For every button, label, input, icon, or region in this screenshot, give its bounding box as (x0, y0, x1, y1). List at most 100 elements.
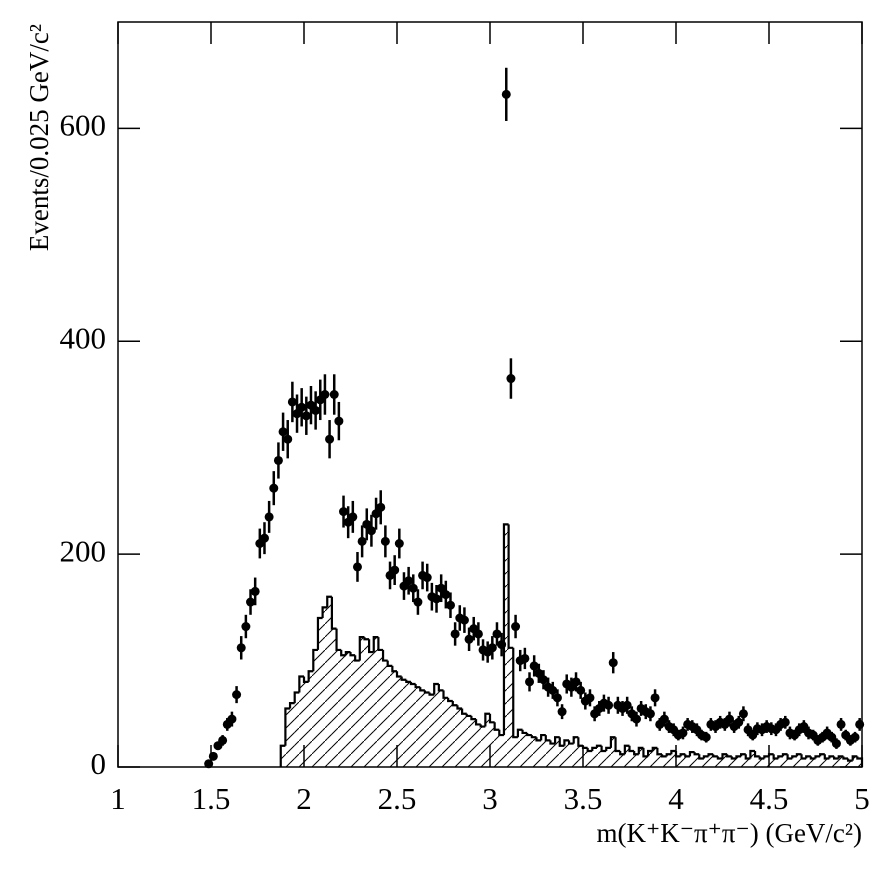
y-tick-label: 200 (60, 533, 107, 568)
histogram-bin-edge (461, 708, 467, 715)
histogram-bin-fill (703, 756, 709, 767)
histogram-bin-fill (541, 735, 546, 767)
histogram-bin-edge (381, 649, 388, 662)
histogram-bin-fill (373, 637, 379, 767)
data-point (292, 409, 302, 419)
histogram-bin-fill (508, 647, 514, 767)
histogram-bin-fill (476, 724, 481, 767)
data-point (422, 573, 432, 583)
data-point (552, 693, 562, 703)
histogram-bin-edge (493, 722, 500, 731)
data-point (645, 709, 655, 719)
histogram-bin-fill (527, 735, 532, 767)
histogram-bin-fill (782, 754, 788, 767)
histogram-bin-fill (522, 732, 528, 767)
histogram-bin-fill (699, 758, 704, 767)
histogram-bin-edge (484, 712, 490, 727)
data-point (320, 390, 330, 399)
histogram-bin-fill (792, 756, 797, 767)
data-point (604, 700, 614, 710)
histogram-bin-fill (406, 681, 411, 767)
data-point (352, 562, 362, 572)
histogram-bin-edge (544, 735, 551, 742)
data-point (473, 629, 483, 639)
histogram-bin-fill (452, 705, 458, 767)
histogram-bin-edge (386, 660, 393, 667)
histogram-bin-edge (814, 755, 821, 759)
data-point (380, 536, 390, 546)
histogram-bin-fill (620, 754, 625, 767)
data-point (413, 597, 423, 607)
data-point (273, 455, 283, 465)
histogram-bin-fill (764, 756, 769, 767)
histogram-bin-fill (769, 754, 774, 767)
histogram-bin-fill (676, 756, 681, 767)
data-point (441, 590, 451, 600)
histogram-bin-fill (438, 690, 444, 767)
histogram-bin-edge (349, 652, 356, 657)
histogram-bin-fill (592, 747, 597, 767)
data-point (827, 732, 837, 742)
data-point (529, 661, 539, 671)
axes-layer: 1 1.5 2 2.5 3 3.5 4 4.5 5 0 200 400 600 (60, 22, 870, 816)
histogram-bin-edge (819, 753, 825, 757)
data-point (534, 668, 544, 678)
histogram-bin-edge (619, 751, 625, 756)
histogram-bin-fill (657, 754, 663, 767)
data-point (297, 402, 307, 412)
histogram-bin-fill (462, 713, 467, 767)
histogram-bin-edge (368, 639, 374, 654)
histogram-bin-edge (595, 744, 602, 748)
data-point (650, 693, 660, 703)
data-point (278, 427, 288, 437)
histogram-bin-edge (465, 713, 472, 718)
histogram-bin-edge (316, 616, 323, 650)
histogram-bin-edge (791, 755, 797, 759)
data-point (487, 643, 497, 653)
histogram-bin-fill (694, 754, 700, 767)
histogram-bin-edge (637, 746, 644, 755)
histogram-bin-edge (828, 755, 835, 759)
data-point (394, 539, 404, 548)
data-point (259, 533, 269, 543)
histogram-bin-fill (448, 701, 453, 767)
histogram-bin-fill (555, 737, 560, 767)
histogram-bin-fill (778, 756, 783, 767)
data-point (445, 600, 455, 610)
data-point (659, 714, 669, 724)
histogram-bin-edge (330, 596, 337, 630)
histogram-bin-fill (671, 751, 676, 767)
data-point (227, 714, 237, 724)
histogram-bin-edge (572, 736, 579, 744)
histogram-bin-edge (279, 744, 286, 767)
histogram-bin-fill (717, 758, 723, 767)
histogram-bin-edge (363, 637, 370, 641)
histogram-bin-fill (564, 740, 570, 767)
x-tick-label: 5 (854, 781, 870, 816)
histogram-bin-edge (772, 754, 779, 760)
histogram-bin-edge (651, 746, 658, 752)
histogram-bin-fill (806, 756, 811, 767)
data-point (622, 700, 632, 710)
data-point (264, 512, 274, 522)
histogram-bin-edge (744, 754, 751, 760)
y-tick-label: 0 (91, 746, 107, 781)
histogram-bin-fill (755, 756, 760, 767)
data-point (571, 677, 581, 687)
data-point (450, 629, 460, 639)
histogram-bin-edge (372, 636, 379, 653)
histogram-bin-fill (652, 747, 658, 767)
histogram-bin-edge (433, 682, 439, 695)
histogram-bin-edge (521, 729, 528, 735)
histogram-bin-fill (327, 596, 332, 767)
histogram-bin-edge (642, 747, 649, 758)
histogram-bin-edge (312, 648, 318, 672)
histogram-bin-fill (559, 745, 565, 767)
histogram-bin-edge (488, 713, 495, 724)
histogram-bin-fill (364, 639, 370, 767)
histogram-bin-edge (670, 749, 676, 755)
data-point (325, 434, 335, 444)
histogram-bin-edge (753, 751, 760, 758)
histogram-bin-edge (805, 755, 811, 759)
data-point (236, 643, 246, 653)
